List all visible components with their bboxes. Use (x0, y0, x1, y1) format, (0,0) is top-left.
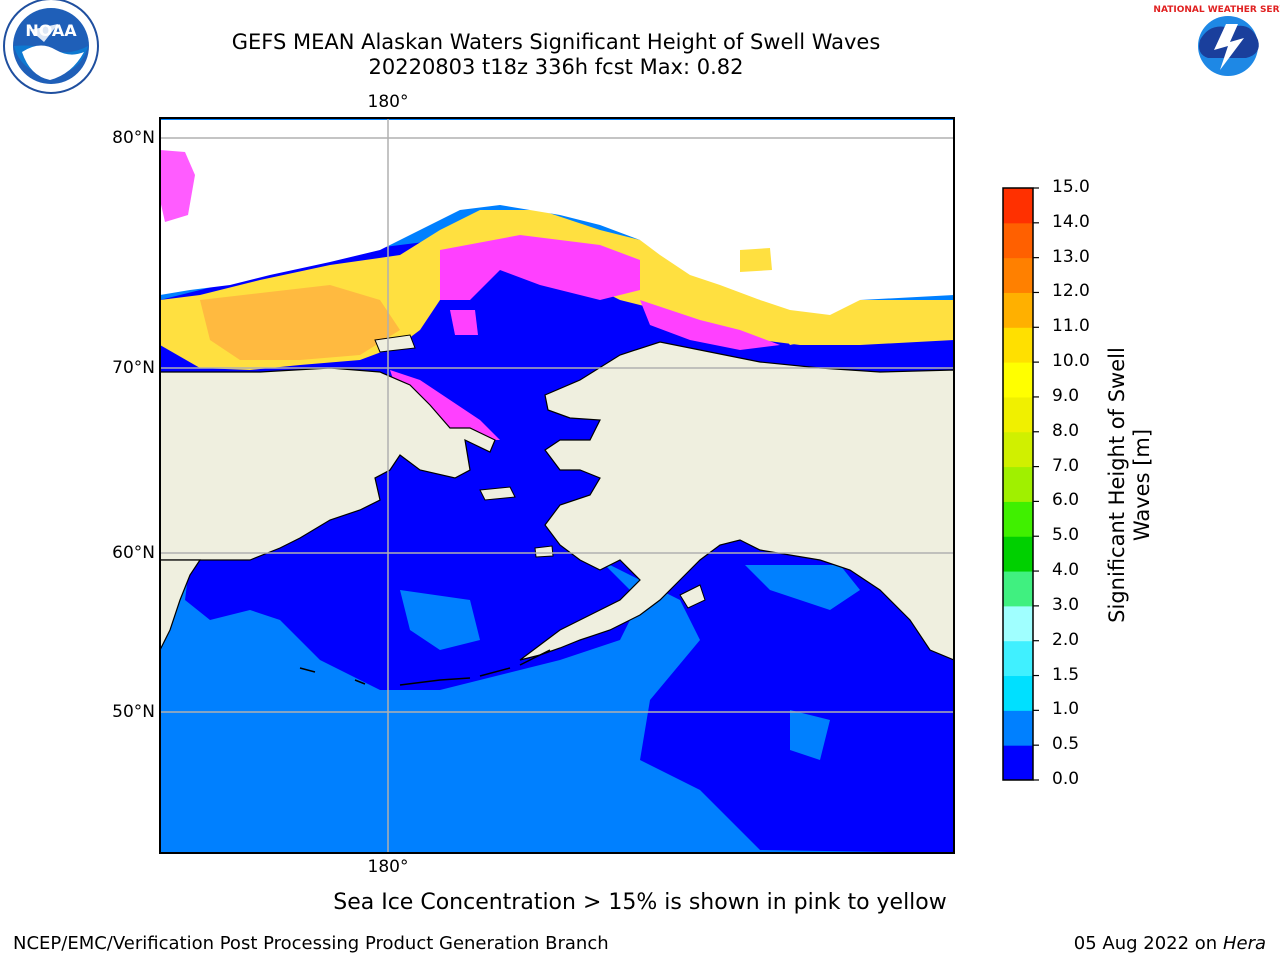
colorbar-tick-label: 2.0 (1052, 629, 1080, 650)
lat-label-80: 80°N (112, 128, 155, 148)
graticule (160, 118, 954, 853)
colorbar-bin (1003, 188, 1033, 224)
footer-left: NCEP/EMC/Verification Post Processing Pr… (13, 933, 609, 954)
chart-subtitle: 20220803 t18z 336h fcst Max: 0.82 (368, 55, 744, 79)
lon-label-top: 180° (367, 92, 409, 112)
colorbar-frame (1002, 187, 1034, 781)
colorbar-tick-label: 5.0 (1052, 525, 1080, 546)
colorbar-bin (1003, 710, 1033, 746)
island-kodiak (679, 584, 706, 609)
colorbar-title-line1: Significant Height of Swell (1105, 347, 1129, 623)
colorbar-tick-label: 1.5 (1052, 664, 1080, 685)
lat-label-70: 70°N (112, 358, 155, 378)
lat-label-50: 50°N (112, 702, 155, 722)
map-frame (159, 117, 955, 854)
colorbar (1003, 187, 1039, 781)
colorbar-bin (1003, 396, 1033, 433)
footer-right: 05 Aug 2022 on Hera (1074, 933, 1266, 954)
colorbar-tick-label: 14.0 (1052, 211, 1090, 232)
colorbar-bin (1003, 745, 1033, 781)
colorbar-bin (1003, 327, 1033, 363)
colorbar-tick-label: 8.0 (1052, 420, 1080, 441)
sea-ice-yellow (770, 318, 835, 345)
colorbar-bin (1003, 501, 1033, 537)
lat-label-60: 60°N (112, 543, 155, 563)
colorbar-tick-label: 12.0 (1052, 281, 1090, 302)
colorbar-bin (1003, 362, 1033, 398)
island-nunivak (534, 545, 554, 558)
sea-ice-pink (160, 150, 195, 222)
colorbar-tick-label: 10.0 (1052, 351, 1090, 372)
colorbar-bin (1003, 675, 1033, 711)
colorbar-tick-label: 6.0 (1052, 490, 1080, 511)
colorbar-bin (1003, 222, 1033, 259)
aleutian-islands (299, 649, 551, 686)
colorbar-tick-label: 11.0 (1052, 316, 1090, 337)
colorbar-tick-label: 9.0 (1052, 385, 1080, 406)
colorbar-tick-label: 15.0 (1052, 177, 1090, 197)
colorbar-bin (1003, 466, 1033, 502)
island-wrangel (374, 334, 416, 353)
swell-field-0-05 (720, 570, 820, 720)
colorbar-bin (1003, 640, 1033, 677)
footer-host: Hera (1222, 933, 1266, 954)
swell-field-0-05 (780, 740, 930, 840)
land-kamchatka (160, 559, 202, 651)
swell-field-05-10 (745, 565, 860, 610)
sea-ice-pink (390, 370, 500, 440)
colorbar-tick-label: 7.0 (1052, 455, 1080, 476)
swell-field-05-10 (790, 710, 830, 760)
colorbar-tick-label: 0.5 (1052, 734, 1080, 755)
colorbar-tick-label: 3.0 (1052, 594, 1080, 615)
chart-title: GEFS MEAN Alaskan Waters Significant Hei… (231, 30, 881, 54)
land-alaska (519, 341, 954, 661)
sea-ice-yellow (740, 248, 772, 272)
island-st-lawrence (479, 486, 516, 501)
sea-ice-note: Sea Ice Concentration > 15% is shown in … (333, 890, 947, 915)
colorbar-tick-label: 13.0 (1052, 246, 1090, 267)
colorbar-title: Significant Height of Swell Waves [m] (1105, 320, 1155, 650)
colorbar-tick-label: 0.0 (1052, 769, 1080, 789)
swell-field-05-10 (400, 590, 480, 650)
footer-date: 05 Aug 2022 on (1073, 933, 1218, 954)
colorbar-tick-label: 1.0 (1052, 699, 1080, 720)
sea-ice-pink (440, 235, 640, 300)
colorbar-bin (1003, 605, 1033, 642)
colorbar-bin (1003, 257, 1033, 293)
colorbar-bin (1003, 571, 1033, 607)
sea-ice-pink (640, 300, 780, 350)
colorbar-bin (1003, 536, 1033, 572)
colorbar-title-line2: Waves [m] (1130, 428, 1154, 542)
colorbar-tick-label: 4.0 (1052, 560, 1080, 581)
land-siberia (160, 367, 496, 561)
lon-label-bottom: 180° (367, 857, 409, 877)
sea-ice-pink (450, 310, 478, 335)
colorbar-bin (1003, 292, 1033, 328)
sea-ice-orange (200, 285, 400, 360)
colorbar-bin (1003, 431, 1033, 468)
